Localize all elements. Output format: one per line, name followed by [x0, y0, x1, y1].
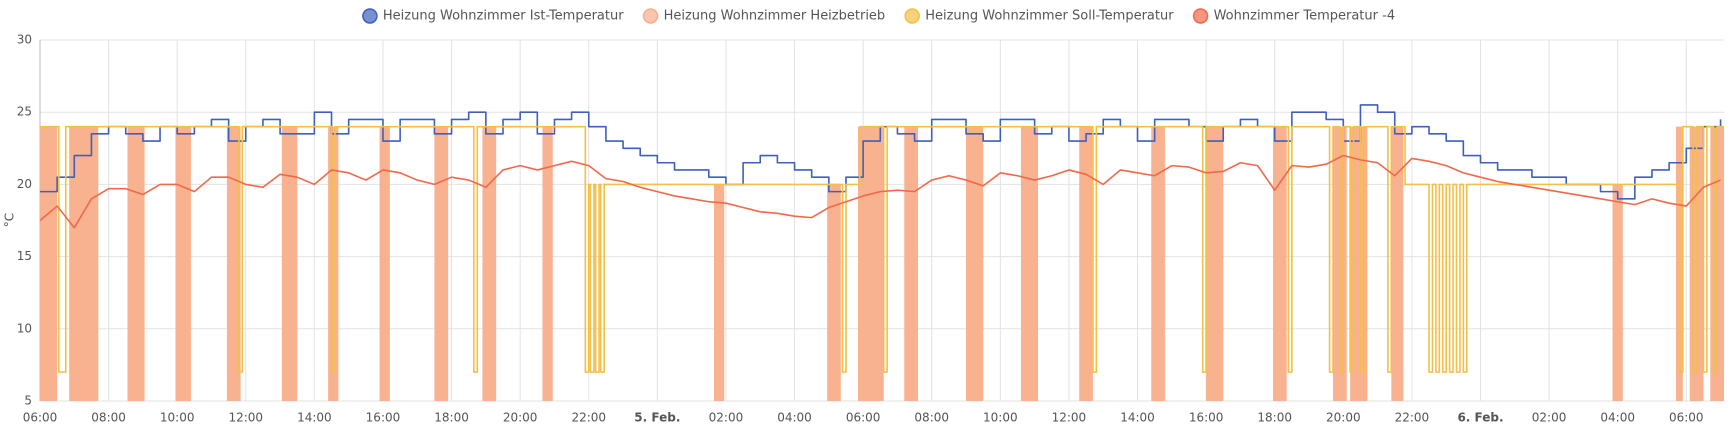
heating-band: [1151, 126, 1165, 401]
heating-band: [713, 184, 725, 401]
heating-band: [857, 126, 884, 401]
x-tick-label: 22:00: [1395, 411, 1430, 425]
legend-label: Heizung Wohnzimmer Ist-Temperatur: [383, 9, 624, 24]
legend-item[interactable]: Heizung Wohnzimmer Heizbetrieb: [642, 8, 886, 24]
x-tick-label: 08:00: [91, 411, 126, 425]
legend-marker: [904, 8, 920, 24]
x-tick-label: 04:00: [777, 411, 812, 425]
series-line: [40, 104, 1722, 200]
x-tick-label: 5. Feb.: [634, 411, 680, 425]
y-tick-label: 5: [24, 394, 32, 408]
heating-band: [40, 126, 58, 401]
legend-label: Wohnzimmer Temperatur -4: [1214, 9, 1396, 24]
heating-band: [1079, 126, 1093, 401]
heating-band: [328, 126, 339, 401]
x-tick-label: 6. Feb.: [1457, 411, 1503, 425]
series-line: [40, 125, 1724, 373]
x-tick-label: 06:00: [23, 411, 58, 425]
x-tick-label: 22:00: [571, 411, 606, 425]
heating-band: [827, 184, 841, 401]
heating-band: [434, 126, 449, 401]
legend-item[interactable]: Wohnzimmer Temperatur -4: [1192, 8, 1396, 24]
heating-band: [175, 126, 191, 401]
heating-band: [1020, 126, 1039, 401]
heating-band: [904, 126, 919, 401]
x-tick-label: 16:00: [1189, 411, 1224, 425]
x-tick-label: 14:00: [1120, 411, 1155, 425]
heating-band: [281, 126, 298, 401]
x-tick-label: 12:00: [1052, 411, 1087, 425]
x-tick-label: 10:00: [160, 411, 195, 425]
heating-band: [1350, 126, 1368, 401]
heating-band: [226, 126, 241, 401]
heating-band: [1612, 184, 1623, 401]
y-axis-label: °C: [3, 213, 17, 227]
legend: Heizung Wohnzimmer Ist-Temperatur Heizung…: [362, 8, 1396, 24]
x-tick-label: 18:00: [1257, 411, 1292, 425]
heating-band: [542, 126, 553, 401]
x-tick-label: 06:00: [1669, 411, 1704, 425]
heating-band: [482, 126, 497, 401]
heating-band: [1391, 126, 1404, 401]
heating-band: [966, 126, 984, 401]
x-tick-label: 04:00: [1600, 411, 1635, 425]
legend-item[interactable]: Heizung Wohnzimmer Ist-Temperatur: [362, 8, 624, 24]
heating-band: [1272, 126, 1287, 401]
x-tick-label: 20:00: [1326, 411, 1361, 425]
x-tick-label: 06:00: [846, 411, 881, 425]
y-tick-label: 30: [17, 33, 32, 47]
x-tick-label: 12:00: [228, 411, 263, 425]
x-tick-label: 16:00: [366, 411, 401, 425]
legend-marker: [642, 8, 659, 24]
legend-marker: [362, 8, 378, 24]
heating-band: [1206, 126, 1224, 401]
marks: [39, 104, 1724, 401]
x-tick-label: 20:00: [503, 411, 538, 425]
x-tick-label: 14:00: [297, 411, 332, 425]
y-tick-label: 10: [17, 321, 32, 335]
x-tick-label: 18:00: [434, 411, 469, 425]
x-tick-label: 08:00: [914, 411, 949, 425]
x-tick-label: 02:00: [709, 411, 744, 425]
y-tick-label: 25: [17, 105, 32, 119]
heating-band: [127, 126, 145, 401]
x-tick-label: 02:00: [1532, 411, 1567, 425]
y-tick-label: 20: [17, 177, 32, 191]
heating-band: [379, 126, 390, 401]
legend-item[interactable]: Heizung Wohnzimmer Soll-Temperatur: [904, 8, 1174, 24]
x-tick-label: 10:00: [983, 411, 1018, 425]
series-line: [39, 154, 1721, 229]
legend-label: Heizung Wohnzimmer Heizbetrieb: [664, 9, 886, 24]
legend-marker: [1192, 8, 1209, 24]
legend-label: Heizung Wohnzimmer Soll-Temperatur: [925, 9, 1174, 24]
y-tick-label: 15: [17, 249, 32, 263]
